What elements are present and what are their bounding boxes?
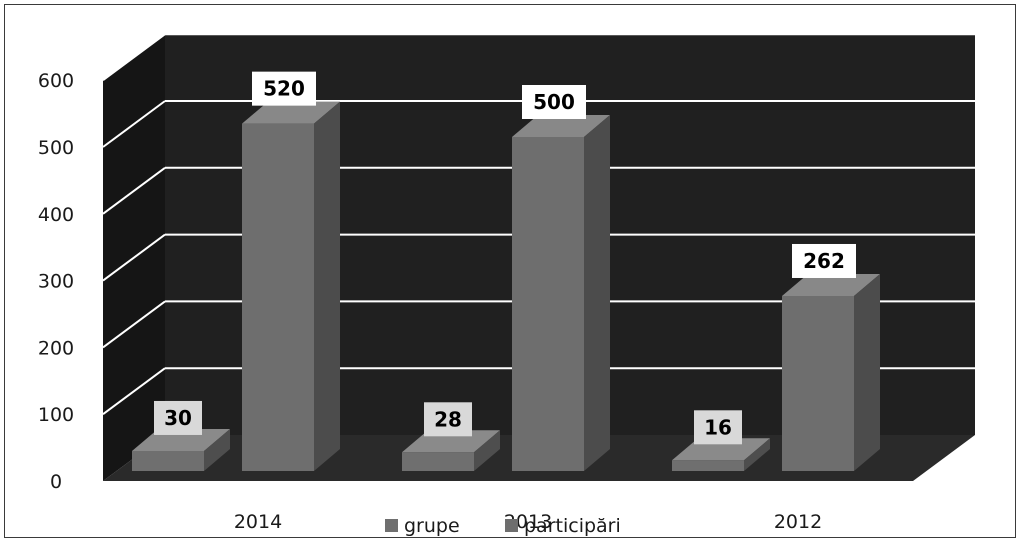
data-label-box-participări-2012 [792,243,856,278]
data-label-participări-2012: 262 [803,249,845,273]
bar-grupe-2013 [402,452,474,471]
legend: grupe participări [385,515,621,537]
bar-grupe-2014 [132,450,204,471]
y-tick-label-600: 600 [38,70,74,92]
bar-participări-2013 [512,137,584,471]
legend-label-participări: participări [524,515,621,537]
data-label-box-participări-2013 [522,85,586,119]
gridline-side-500 [102,100,166,148]
bar-side-grupe-2013 [474,430,500,471]
bar-side-grupe-2014 [204,428,230,471]
legend-swatch-participări [505,519,518,532]
gridline-side-600 [102,33,166,82]
x-tick-label-2014: 2014 [234,511,282,533]
bar-side-grupe-2012 [744,438,770,471]
data-label-participări-2013: 500 [533,90,575,114]
data-label-grupe-2012: 16 [704,415,732,439]
bar-participări-2014 [242,123,314,471]
bar-participări-2012 [782,295,854,471]
data-label-participări-2014: 520 [263,77,305,101]
gridline-side-100 [102,367,166,416]
y-tick-label-500: 500 [38,137,74,159]
y-tick-label-200: 200 [38,337,74,359]
data-label-grupe-2013: 28 [434,407,462,431]
bars [132,101,880,471]
y-tick-label-400: 400 [38,204,74,226]
y-tick-label-0: 0 [50,471,62,493]
legend-swatch-grupe [385,519,398,532]
data-label-box-grupe-2014 [154,400,202,435]
data-label-box-grupe-2013 [424,402,472,437]
gridline-side-200 [102,300,166,349]
x-tick-label-2012: 2012 [774,511,822,533]
bar-top-participări-2013 [512,115,610,137]
bar-top-participări-2014 [242,101,340,124]
gridline-side-300 [102,233,166,282]
legend-label-grupe: grupe [404,515,460,537]
bar-side-participări-2014 [314,101,340,471]
bar-grupe-2012 [672,460,744,471]
data-label-box-grupe-2012 [694,410,742,445]
gridline-side-400 [102,166,166,215]
data-label-grupe-2014: 30 [164,406,192,430]
bar-side-participări-2012 [854,273,880,471]
bar-top-participări-2012 [782,273,880,296]
data-labels: 30 520 28 500 16 262 [154,71,856,445]
y-axis-ticks: 0 100 200 300 400 500 600 [38,70,74,493]
y-tick-label-100: 100 [38,404,74,426]
y-tick-label-300: 300 [38,271,74,293]
bar-side-participări-2013 [584,115,610,471]
data-label-box-participări-2014 [252,71,316,106]
